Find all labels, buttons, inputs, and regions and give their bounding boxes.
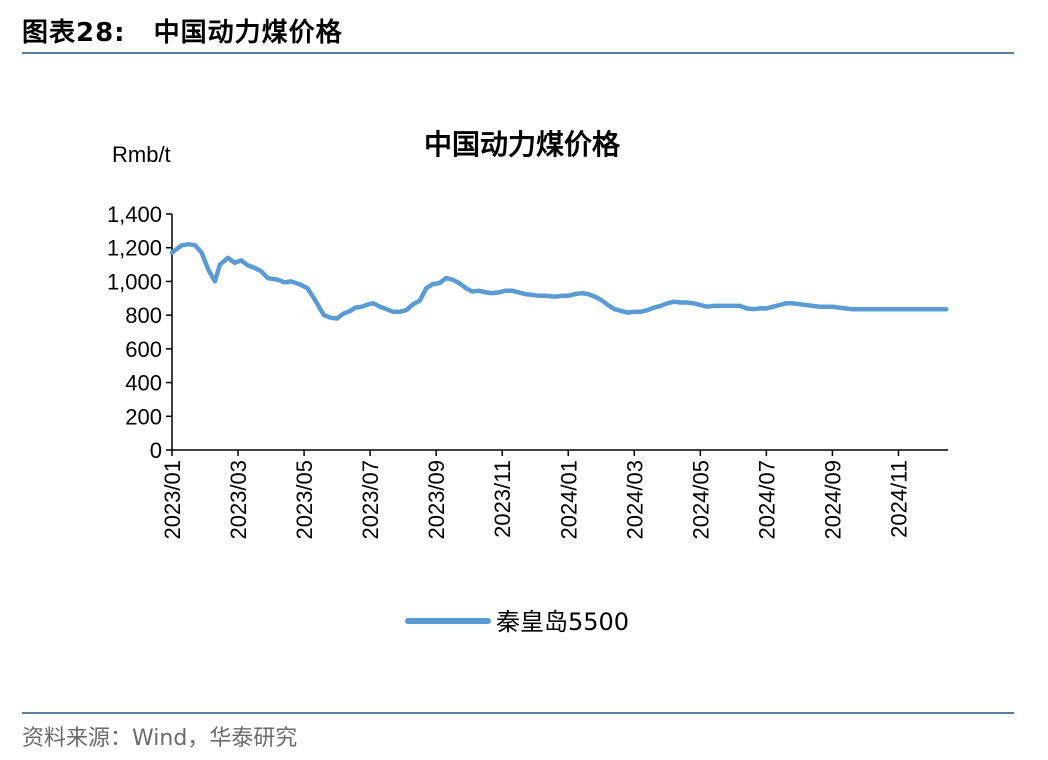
figure-header: 图表28: 中国动力煤价格 [22,12,343,49]
figure-title: 中国动力煤价格 [153,18,343,48]
y-tick-label: 400 [125,371,162,396]
footer-rule [22,712,1014,714]
y-tick-label: 1,400 [107,202,162,227]
line-chart: 中国动力煤价格 Rmb/t 0 200 400 600 800 1,000 1,200 1,4… [107,128,949,636]
x-tick-label: 2024/07 [754,460,779,540]
x-tick-label: 2023/01 [160,460,185,540]
x-tick-label: 2023/09 [424,460,449,540]
x-tick-label: 2023/07 [358,460,383,540]
y-axis-unit-label: Rmb/t [112,142,171,167]
y-tick-label: 800 [125,303,162,328]
series-layer [169,242,949,321]
x-tick-label: 2023/05 [292,460,317,540]
x-tick-label: 2023/11 [490,460,515,538]
header-rule [22,52,1014,54]
figure-label: 图表28: [22,18,126,48]
x-tick-label: 2024/01 [556,460,581,540]
x-tick-label: 2024/11 [886,460,911,538]
legend-label: 秦皇岛5500 [496,608,629,636]
x-tick-label: 2024/03 [622,460,647,540]
x-tick-label: 2024/09 [820,460,845,540]
x-tick-label: 2023/03 [226,460,251,540]
series-line [169,242,949,321]
y-tick-label: 200 [125,404,162,429]
y-tick-label: 1,000 [107,269,162,294]
y-tick-label: 1,200 [107,236,162,261]
x-tick-label: 2024/05 [688,460,713,540]
y-axis: 0 200 400 600 800 1,000 1,200 1,400 [107,202,173,463]
x-axis: 2023/01 2023/03 2023/05 2023/07 2023/09 2023/… [160,449,948,540]
legend: 秦皇岛5500 [405,608,629,636]
y-tick-label: 600 [125,337,162,362]
source-note: 资料来源：Wind，华泰研究 [22,726,298,751]
chart-title: 中国动力煤价格 [424,128,621,161]
y-tick-label: 0 [150,438,162,463]
